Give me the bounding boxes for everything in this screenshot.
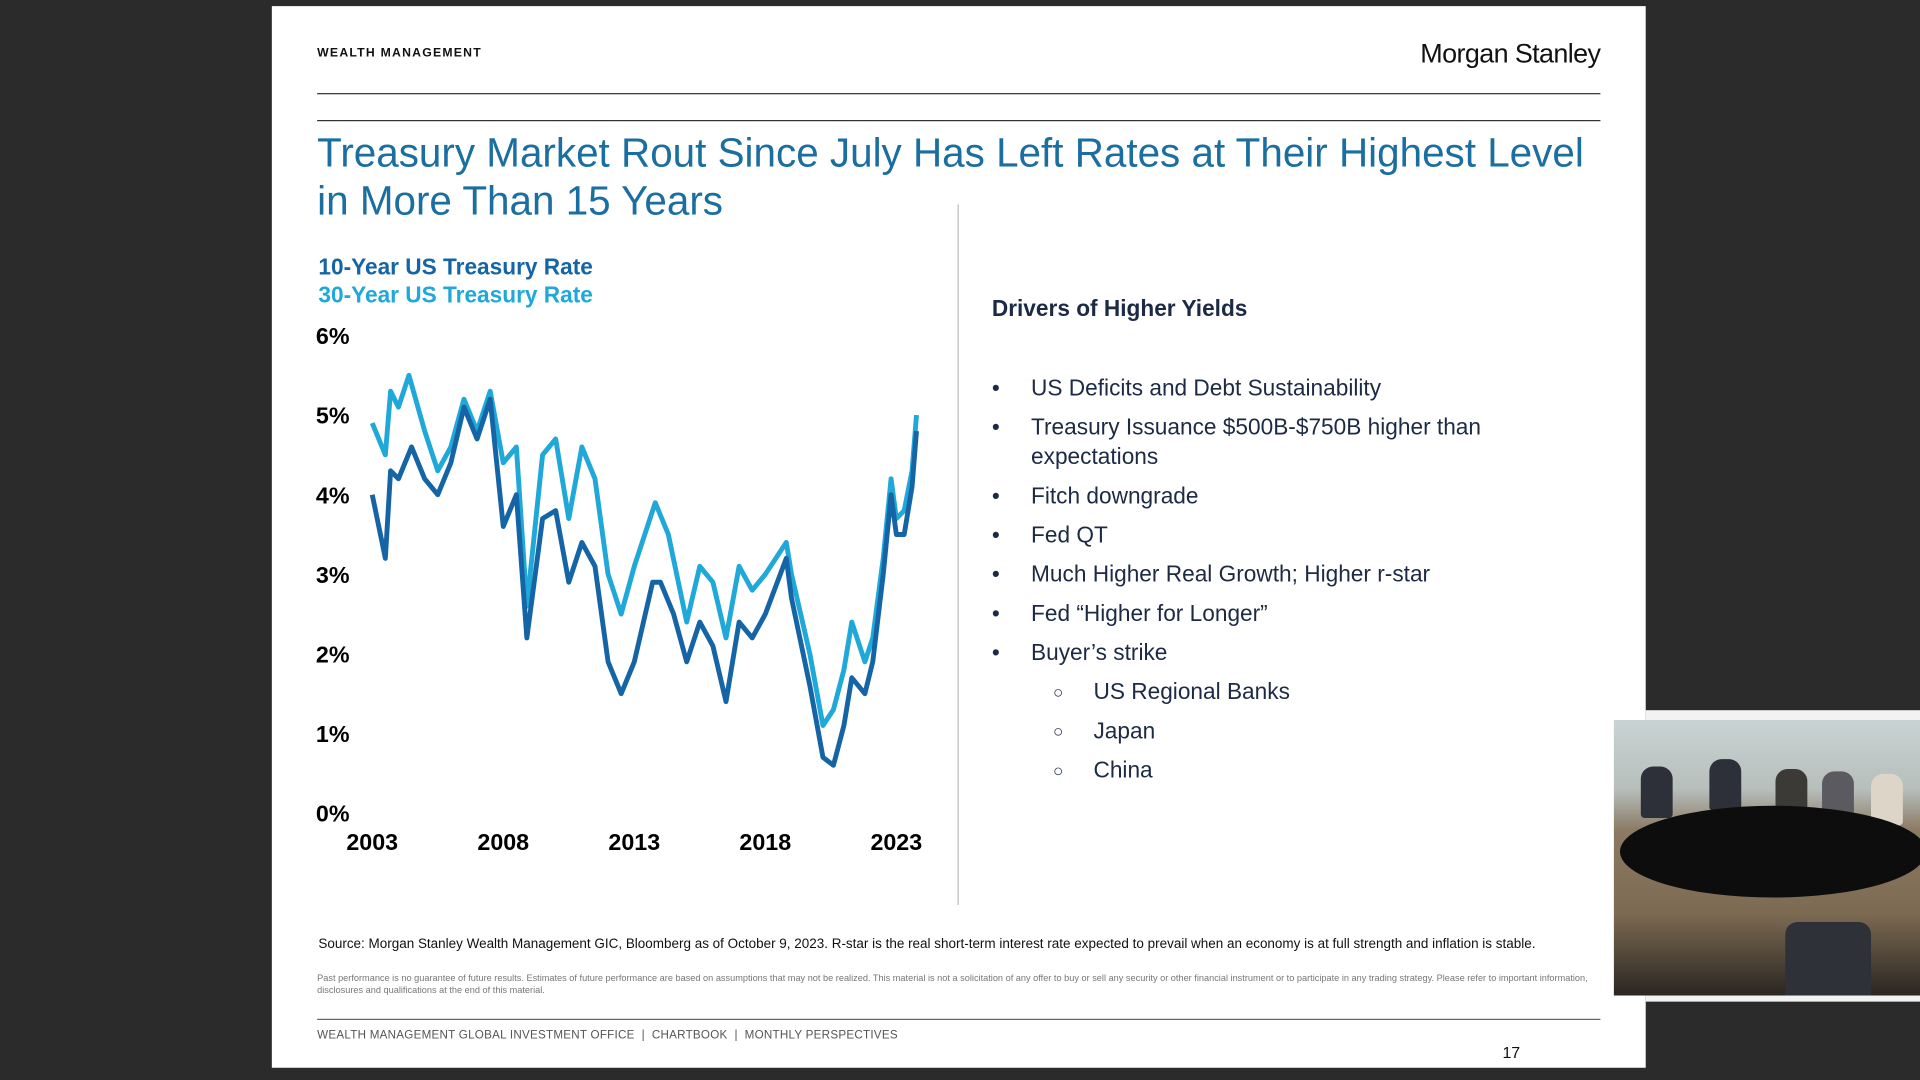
drivers-list: • US Deficits and Debt Sustainability • Tre…: [992, 373, 1568, 794]
bullet-icon: •: [991, 639, 1000, 665]
driver-sub-text: Japan: [1093, 717, 1156, 744]
circle-bullet-icon: ○: [1053, 760, 1064, 781]
series-10-year-line: [369, 396, 919, 768]
driver-item: • Fed “Higher for Longer”: [992, 599, 1568, 628]
participant: [1709, 759, 1742, 811]
drivers-heading: Drivers of Higher Yields: [991, 295, 1248, 321]
circle-bullet-icon: ○: [1053, 682, 1064, 702]
driver-item: • Fed QT: [992, 520, 1568, 549]
column-divider: [957, 204, 959, 905]
driver-sub-text: US Regional Banks: [1093, 678, 1290, 705]
driver-text: Treasury Issuance $500B-$750B higher tha…: [1031, 413, 1482, 469]
x-tick-label: 2003: [346, 829, 398, 855]
y-tick-label: 4%: [316, 482, 350, 508]
source-note: Source: Morgan Stanley Wealth Management…: [318, 936, 1536, 952]
y-tick-label: 5%: [316, 403, 350, 429]
video-feed-thumbnail[interactable]: [1613, 720, 1920, 996]
header-rule: [317, 93, 1601, 95]
driver-item: • Much Higher Real Growth; Higher r-star: [992, 560, 1568, 589]
y-tick-label: 1%: [316, 721, 350, 747]
x-tick-label: 2018: [739, 829, 791, 855]
y-tick-label: 6%: [316, 323, 350, 349]
circle-bullet-icon: ○: [1053, 721, 1064, 741]
disclaimer: Past performance is no guarantee of futu…: [317, 972, 1588, 996]
driver-text: Fed “Higher for Longer”: [1031, 600, 1268, 626]
y-tick-label: 2%: [316, 641, 350, 667]
title-rule: [317, 120, 1601, 122]
driver-text: US Deficits and Debt Sustainability: [1031, 374, 1382, 401]
series-30-year-line: [369, 372, 919, 728]
driver-text: Much Higher Real Growth; Higher r-star: [1031, 560, 1431, 587]
table-center: [1620, 805, 1920, 898]
bullet-icon: •: [991, 560, 1000, 587]
driver-text: Buyer’s strike: [1031, 639, 1168, 665]
driver-text: Fitch downgrade: [1031, 482, 1199, 509]
driver-item: • US Deficits and Debt Sustainability: [992, 373, 1568, 402]
driver-sub-item: ○ Japan: [992, 716, 1568, 745]
morgan-stanley-logo: Morgan Stanley: [1420, 37, 1601, 69]
y-tick-label: 3%: [316, 562, 350, 588]
driver-item: • Buyer’s strike: [992, 638, 1568, 667]
presentation-slide: WEALTH MANAGEMENT Morgan Stanley Treasur…: [271, 6, 1646, 1068]
driver-text: Fed QT: [1031, 521, 1108, 548]
driver-item: • Fitch downgrade: [992, 481, 1568, 510]
legend-30-year: 30-Year US Treasury Rate: [318, 281, 593, 308]
participant: [1785, 922, 1872, 996]
footer-text: WEALTH MANAGEMENT GLOBAL INVESTMENT OFFI…: [317, 1028, 898, 1043]
bullet-icon: •: [991, 413, 1000, 440]
x-tick-label: 2013: [608, 829, 660, 855]
bullet-icon: •: [991, 374, 1000, 401]
footer-rule: [317, 1018, 1601, 1021]
bullet-icon: •: [991, 521, 1000, 548]
slide-title: Treasury Market Rout Since July Has Left…: [317, 129, 1584, 223]
driver-item: • Treasury Issuance $500B-$750B higher th…: [992, 413, 1568, 472]
x-tick-label: 2023: [870, 829, 922, 855]
driver-sub-item: ○ US Regional Banks: [992, 677, 1568, 706]
x-tick-label: 2008: [477, 829, 529, 855]
bullet-icon: •: [991, 482, 1000, 509]
treasury-rate-chart: 0% 1% 2% 3% 4% 5% 6% 2003 2008 2013 2018 2023: [316, 323, 922, 855]
page-number: 17: [1502, 1043, 1521, 1062]
driver-sub-item: ○ China: [992, 756, 1568, 785]
y-tick-label: 0%: [316, 801, 350, 827]
participant: [1640, 766, 1673, 818]
driver-sub-text: China: [1093, 756, 1153, 783]
bullet-icon: •: [991, 600, 1000, 626]
legend-10-year: 10-Year US Treasury Rate: [318, 253, 593, 280]
wealth-management-label: WEALTH MANAGEMENT: [317, 46, 482, 61]
